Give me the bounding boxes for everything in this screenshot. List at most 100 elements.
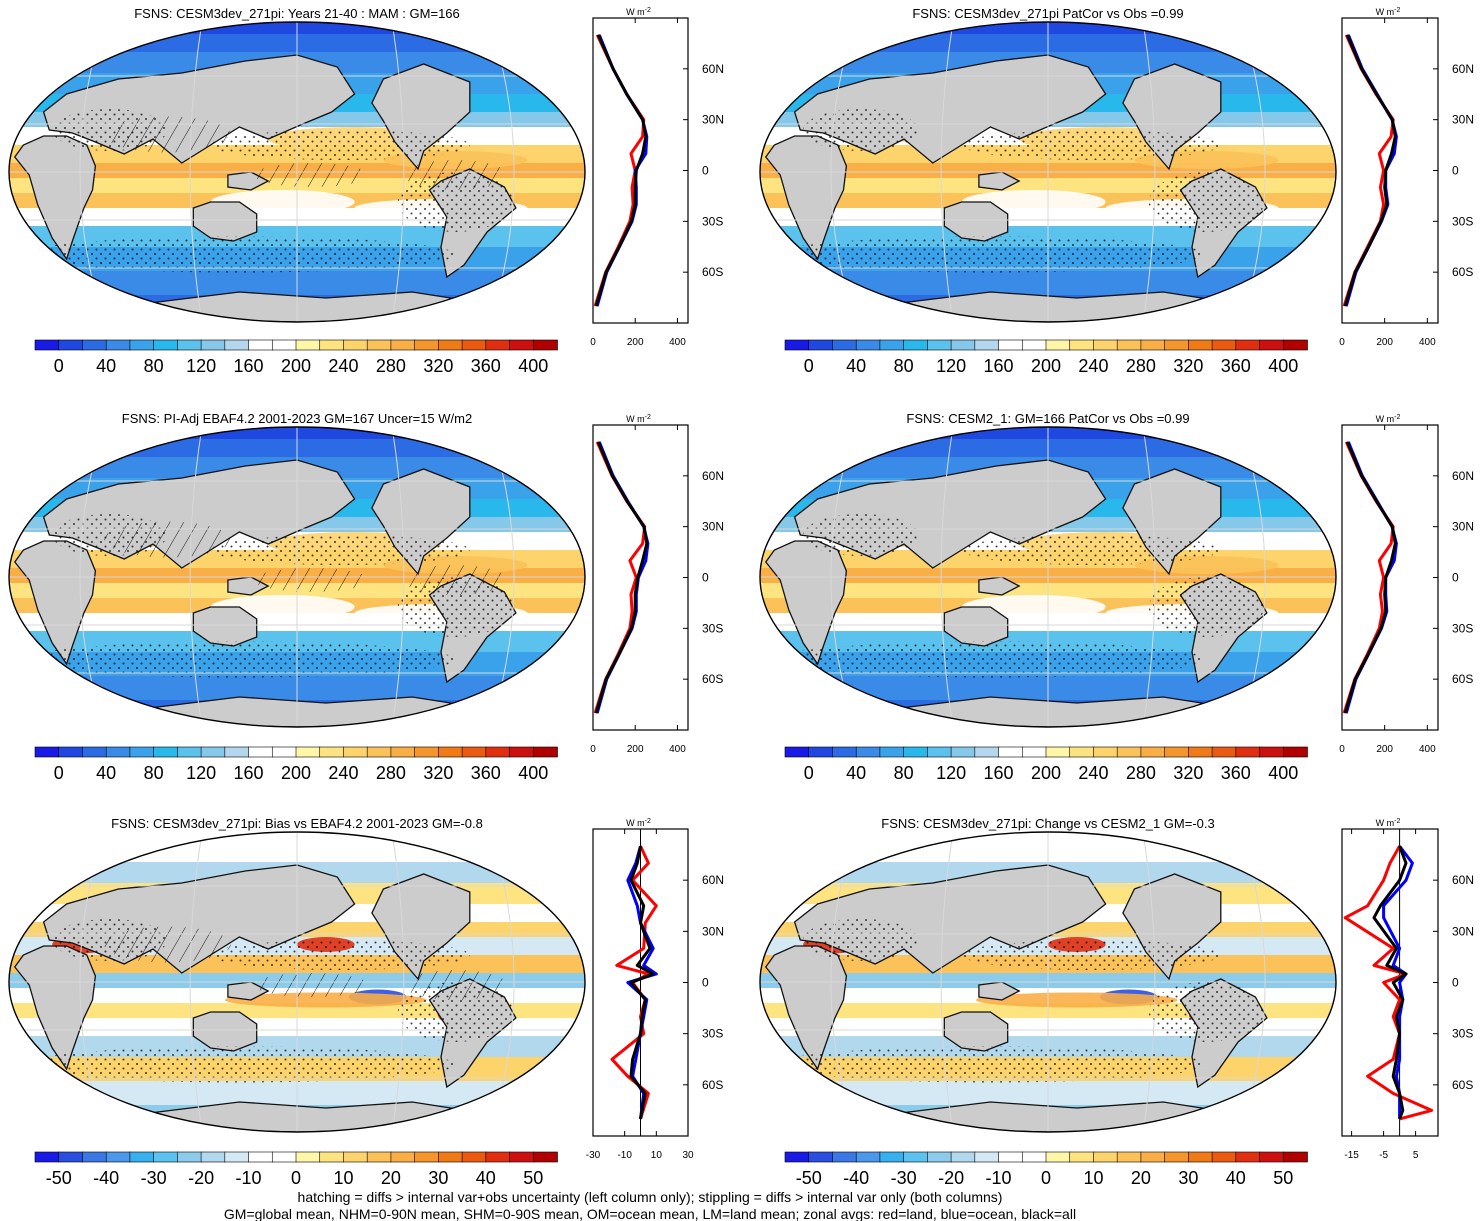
colorbar-swatch [509,1151,535,1163]
colorbar-swatch [1282,1151,1308,1163]
colorbar-label: 0 [54,763,64,783]
colorbar-swatch [855,1151,881,1163]
profile-lat-label: 0 [702,571,709,585]
colorbar-swatch [532,746,558,758]
colorbar-label: 120 [186,356,216,376]
colorbar-swatch [832,339,857,351]
colorbar-swatch [1116,339,1142,351]
colorbar-swatch [1021,339,1047,351]
colorbar-swatch [271,1151,297,1163]
colorbar-swatch [129,1151,155,1163]
profile-line-all [594,34,648,307]
profile-x-label: -15 [1344,1150,1359,1161]
colorbar-swatch [998,746,1024,758]
profile-lat-label: 30N [702,520,724,534]
colorbar-swatch [879,746,905,758]
colorbar-swatch [1045,1151,1071,1163]
colorbar-swatch [1188,746,1213,758]
colorbar-swatch [390,339,416,351]
colorbar-swatch [1069,339,1095,351]
colorbar-swatch [1211,746,1237,758]
colorbar-label: 20 [1131,1168,1151,1188]
profile-lat-label: 0 [1452,571,1459,585]
colorbar-label: 40 [846,763,866,783]
profile-line-all [629,845,655,1120]
colorbar-swatch [58,339,84,351]
profile-lat-label: 30N [1452,520,1474,534]
colorbar-label: 30 [428,1168,448,1188]
colorbar: 0 40 80 120 160 200 240 280 320 360 400 [34,746,558,783]
colorbar-swatch [200,1151,226,1163]
profile-lat-label: 30N [1452,924,1474,938]
hatching-overlay [104,926,508,1000]
colorbar-label: 400 [1268,356,1298,376]
colorbar-swatch [177,1151,202,1163]
map-border [759,426,1337,728]
colorbar-swatch [927,339,952,351]
colorbar-swatch [1116,746,1142,758]
colorbar-swatch [343,746,368,758]
colorbar-swatch [532,1151,558,1163]
panel-title: FSNS: CESM2_1: GM=166 PatCor vs Obs =0.9… [906,411,1189,426]
colorbar-label: -40 [93,1168,119,1188]
colorbar-swatch [1259,746,1285,758]
colorbar-swatch [1188,1151,1213,1163]
profile-x-label: 30 [682,1150,694,1161]
robinson-map [759,426,1337,728]
colorbar-swatch [34,339,60,351]
hatching-overlay [104,521,508,595]
footer-line-2: GM=global mean, NHM=0-90N mean, SHM=0-90… [224,1206,1076,1221]
colorbar-label: 120 [936,356,966,376]
colorbar-swatch [438,746,463,758]
colorbar-swatch [974,746,1000,758]
colorbar-swatch [414,1151,440,1163]
profile-x-label: 0 [1339,744,1345,755]
colorbar-swatch [200,339,226,351]
profile-lat-label: 60S [702,265,723,279]
colorbar-swatch [177,746,202,758]
colorbar-swatch [34,1151,60,1163]
map-border [759,21,1337,323]
colorbar-swatch [485,1151,511,1163]
colorbar-swatch [808,1151,834,1163]
colorbar-label: 40 [846,356,866,376]
colorbar-swatch [974,339,1000,351]
profile-frame [592,424,689,731]
colorbar-swatch [1282,746,1308,758]
colorbar-label: 40 [1226,1168,1246,1188]
colorbar-label: 320 [423,763,453,783]
colorbar-swatch [784,339,810,351]
profile-unit: W m-2 [1376,818,1401,829]
profile-x-label: 5 [1413,1150,1419,1161]
profile-lat-label: 60N [1452,62,1474,76]
colorbar-label: 80 [894,763,914,783]
colorbar-swatch [1069,746,1095,758]
colorbar-swatch [153,746,179,758]
colorbar-swatch [1093,746,1118,758]
colorbar-label: 240 [1078,356,1108,376]
profile-unit: W m-2 [626,818,651,829]
profile-lat-label: 30N [702,924,724,938]
colorbar-label: 240 [328,356,358,376]
colorbar-swatch [950,746,976,758]
colorbar-swatch [105,1151,131,1163]
colorbar-swatch [855,746,881,758]
panel-4: FSNS: CESM2_1: GM=166 PatCor vs Obs =0.9… [759,411,1474,783]
colorbar-swatch [927,746,952,758]
profile-unit: W m-2 [626,7,651,18]
colorbar-label: 320 [1173,763,1203,783]
colorbar-label: 50 [1273,1168,1293,1188]
colorbar-swatch [1069,1151,1095,1163]
zonal-profile: W m-2 60N 30N 0 30S 60S 0 200 400 [1339,7,1474,349]
colorbar-swatch [58,746,84,758]
colorbar-swatch [927,1151,952,1163]
colorbar-label: 280 [1126,763,1156,783]
colorbar-label: 280 [1126,356,1156,376]
zonal-profile: W m-2 60N 30N 0 30S 60S 0 200 400 [590,7,724,349]
profile-lat-label: 0 [1452,164,1459,178]
map-border [759,831,1337,1133]
panel-3: FSNS: PI-Adj EBAF4.2 2001-2023 GM=167 Un… [8,411,724,783]
colorbar-label: 200 [1031,763,1061,783]
colorbar-label: 400 [518,763,548,783]
